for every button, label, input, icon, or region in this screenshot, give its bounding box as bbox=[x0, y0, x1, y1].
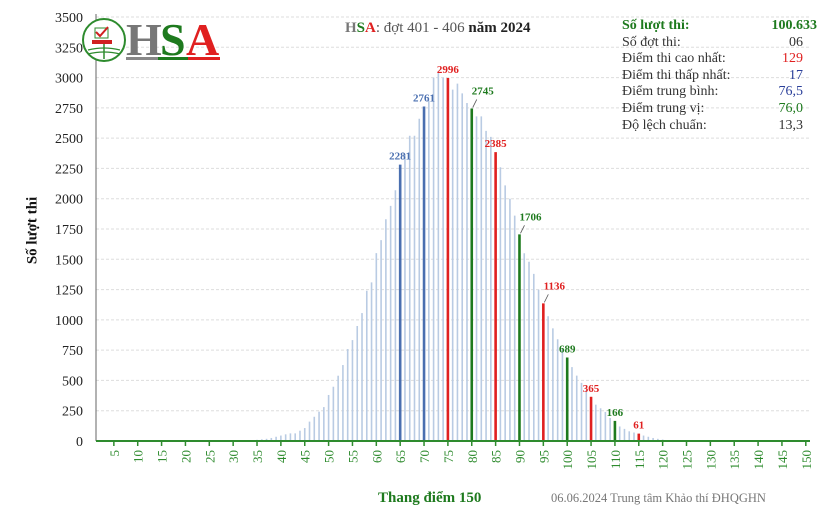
x-tick-label: 135 bbox=[727, 450, 742, 470]
x-tick-label: 145 bbox=[775, 450, 790, 470]
x-tick-label: 35 bbox=[250, 450, 265, 463]
x-tick-label: 100 bbox=[560, 450, 575, 470]
y-tick-label: 500 bbox=[62, 374, 83, 389]
stat-label: Độ lệch chuẩn: bbox=[622, 117, 707, 133]
title-year: 2024 bbox=[500, 20, 531, 36]
y-tick-label: 2750 bbox=[55, 102, 83, 117]
data-label-70: 2761 bbox=[413, 93, 435, 105]
stat-value: 13,3 bbox=[778, 117, 804, 133]
x-tick-label: 120 bbox=[656, 450, 671, 470]
stat-value: 17 bbox=[789, 67, 803, 83]
y-tick-label: 1500 bbox=[55, 253, 83, 268]
stat-value: 76,5 bbox=[778, 84, 804, 100]
x-tick-label: 55 bbox=[345, 450, 360, 463]
stat-value: 100.633 bbox=[771, 18, 818, 33]
x-tick-label: 95 bbox=[536, 450, 551, 463]
data-label-115: 61 bbox=[633, 420, 644, 432]
y-tick-label: 2500 bbox=[55, 132, 83, 147]
stat-label: Điểm thi thấp nhất: bbox=[622, 67, 731, 83]
stat-label: Số lượt thi: bbox=[622, 18, 690, 33]
title-s: S bbox=[356, 20, 366, 36]
y-tick-label: 2250 bbox=[55, 162, 83, 177]
x-tick-label: 75 bbox=[441, 450, 456, 463]
x-tick-label: 105 bbox=[584, 450, 599, 470]
data-label-85: 2385 bbox=[485, 138, 508, 150]
stat-row: Số lượt thi: 100.633 bbox=[622, 18, 817, 35]
stats-panel: Số lượt thi: 100.633 Số đợt thi: 06 Điểm thi… bbox=[622, 18, 817, 134]
y-tick-label: 3500 bbox=[55, 11, 83, 26]
y-tick-label: 0 bbox=[76, 435, 83, 450]
x-tick-label: 80 bbox=[465, 450, 480, 463]
x-tick-label: 30 bbox=[226, 450, 241, 463]
data-label-80: 2745 bbox=[472, 85, 495, 97]
logo-s: S bbox=[160, 14, 186, 65]
y-tick-label: 3250 bbox=[55, 41, 83, 56]
stat-label: Điểm thi cao nhất: bbox=[622, 51, 726, 67]
x-tick-label: 125 bbox=[680, 450, 695, 470]
stat-row: Điểm trung bình: 76,5 bbox=[622, 84, 817, 101]
x-tick-label: 110 bbox=[608, 450, 623, 469]
stat-row: Điểm thi cao nhất: 129 bbox=[622, 51, 817, 68]
x-tick-label: 25 bbox=[202, 450, 217, 463]
logo-h: H bbox=[126, 14, 162, 65]
stat-label: Điểm trung vị: bbox=[622, 100, 705, 116]
x-tick-label: 90 bbox=[512, 450, 527, 463]
x-tick-label: 10 bbox=[131, 450, 146, 463]
x-tick-label: 150 bbox=[799, 450, 814, 470]
data-label-75: 2996 bbox=[437, 64, 460, 76]
chart-title: HSA: đợt 401 - 406 năm 2024 bbox=[345, 20, 530, 37]
stat-value: 76,0 bbox=[778, 100, 804, 116]
x-tick-label: 40 bbox=[274, 450, 289, 463]
x-tick-label: 70 bbox=[417, 450, 432, 463]
title-a: A bbox=[365, 20, 376, 36]
data-label-100: 689 bbox=[559, 344, 576, 356]
leader-line bbox=[520, 225, 525, 234]
stat-row: Độ lệch chuẩn: 13,3 bbox=[622, 118, 817, 135]
data-label-110: 166 bbox=[607, 407, 624, 419]
credit-text: 06.06.2024 Trung tâm Khảo thí ĐHQGHN bbox=[551, 491, 766, 505]
y-tick-label: 1750 bbox=[55, 223, 83, 238]
x-tick-label: 50 bbox=[322, 450, 337, 463]
y-tick-label: 1250 bbox=[55, 284, 83, 299]
stat-label: Số đợt thi: bbox=[622, 34, 681, 50]
x-tick-label: 45 bbox=[298, 450, 313, 463]
x-tick-label: 15 bbox=[155, 450, 170, 463]
x-tick-label: 5 bbox=[107, 450, 122, 457]
data-label-90: 1706 bbox=[519, 211, 542, 223]
y-tick-label: 750 bbox=[62, 344, 83, 359]
x-tick-label: 20 bbox=[178, 450, 193, 463]
leader-line bbox=[472, 99, 478, 108]
y-axis-label: Số lượt thi bbox=[24, 196, 41, 265]
x-tick-label: 140 bbox=[751, 450, 766, 470]
stat-row: Số đợt thi: 06 bbox=[622, 35, 817, 52]
leader-line bbox=[543, 294, 549, 303]
stat-row: Điểm thi thấp nhất: 17 bbox=[622, 68, 817, 85]
x-tick-label: 60 bbox=[369, 450, 384, 463]
x-tick-label: 85 bbox=[489, 450, 504, 463]
stat-row: Điểm trung vị: 76,0 bbox=[622, 101, 817, 118]
title-middle: : đợt 401 - 406 bbox=[375, 20, 469, 36]
x-tick-label: 115 bbox=[632, 450, 647, 469]
stat-value: 129 bbox=[782, 51, 803, 67]
x-tick-label: 65 bbox=[393, 450, 408, 463]
y-tick-label: 2000 bbox=[55, 193, 83, 208]
stat-value: 06 bbox=[789, 34, 803, 50]
title-year-word: năm bbox=[468, 20, 497, 36]
data-label-95: 1136 bbox=[544, 280, 566, 292]
x-axis-label: Thang điểm 150 bbox=[378, 490, 482, 506]
data-label-65: 2281 bbox=[389, 151, 411, 163]
logo-a: A bbox=[186, 14, 219, 65]
title-h: H bbox=[345, 20, 357, 36]
hsa-logo: H S A bbox=[82, 14, 220, 65]
y-tick-label: 250 bbox=[62, 405, 83, 420]
stat-label: Điểm trung bình: bbox=[622, 84, 719, 100]
y-tick-label: 1000 bbox=[55, 314, 83, 329]
y-tick-label: 3000 bbox=[55, 72, 83, 87]
data-label-105: 365 bbox=[583, 383, 600, 395]
x-tick-label: 130 bbox=[703, 450, 718, 470]
